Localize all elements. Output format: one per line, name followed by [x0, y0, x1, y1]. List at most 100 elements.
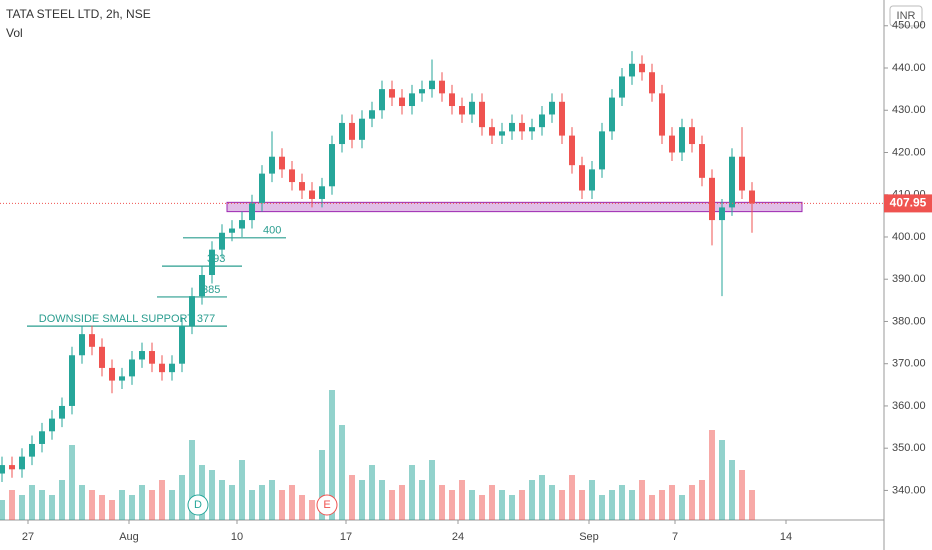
- volume-bar: [279, 490, 285, 520]
- volume-bar: [539, 475, 545, 520]
- candle-body: [79, 334, 85, 356]
- volume-bar: [669, 485, 675, 520]
- volume-bar: [149, 490, 155, 520]
- candle-body: [59, 405, 65, 419]
- volume-bar: [109, 500, 115, 520]
- volume-bar: [299, 495, 305, 520]
- event-marker: [187, 494, 209, 516]
- x-tick-label: 14: [780, 531, 792, 543]
- y-tick-label: 440.00: [892, 62, 926, 74]
- candle-body: [109, 367, 115, 381]
- y-tick-label: 360.00: [892, 400, 926, 412]
- volume-bar: [629, 490, 635, 520]
- candle-body: [249, 203, 255, 221]
- event-label: D: [194, 499, 202, 511]
- volume-bar: [619, 485, 625, 520]
- volume-bar: [19, 495, 25, 520]
- candle-body: [389, 89, 395, 98]
- volume-bar: [119, 490, 125, 520]
- candle-body: [139, 351, 145, 360]
- candle-body: [89, 334, 95, 347]
- y-tick-label: 380.00: [892, 315, 926, 327]
- candle-body: [39, 431, 45, 444]
- candle-body: [9, 465, 15, 470]
- candle-body: [259, 173, 265, 204]
- volume-bar: [489, 485, 495, 520]
- candle-body: [29, 443, 35, 457]
- candle-body: [359, 118, 365, 140]
- volume-bar: [9, 490, 15, 520]
- volume-bar: [269, 480, 275, 520]
- x-tick-label: 24: [452, 531, 464, 543]
- candle-body: [269, 156, 275, 174]
- candle-body: [129, 359, 135, 377]
- currency-label[interactable]: INR: [897, 10, 916, 22]
- volume-bar: [499, 490, 505, 520]
- candle-body: [339, 122, 345, 145]
- volume-bar: [369, 465, 375, 520]
- volume-bar: [309, 500, 315, 520]
- volume-bar: [379, 480, 385, 520]
- candle-body: [329, 144, 335, 187]
- volume-bar: [0, 500, 5, 520]
- volume-bar: [329, 390, 335, 520]
- volume-bar: [79, 485, 85, 520]
- candle-body: [219, 232, 225, 250]
- volume-bar: [29, 485, 35, 520]
- volume-bar: [519, 490, 525, 520]
- candle-body: [399, 97, 405, 107]
- volume-bar: [179, 475, 185, 520]
- candle-body: [309, 190, 315, 199]
- candle-body: [199, 274, 205, 297]
- volume-bar: [689, 485, 695, 520]
- x-tick-label: Aug: [119, 531, 139, 543]
- volume-bar: [159, 480, 165, 520]
- volume-bar: [199, 465, 205, 520]
- candle-body: [349, 122, 355, 140]
- volume-bar: [319, 450, 325, 520]
- candle-body: [429, 80, 435, 90]
- y-tick-label: 420.00: [892, 146, 926, 158]
- y-tick-label: 370.00: [892, 358, 926, 370]
- volume-label: Vol: [6, 26, 23, 40]
- candle-body: [579, 165, 585, 191]
- candle-body: [679, 127, 685, 153]
- volume-bar: [679, 495, 685, 520]
- candle-body: [709, 177, 715, 221]
- candle-body: [69, 355, 75, 406]
- candle-body: [689, 127, 695, 145]
- candle-body: [669, 135, 675, 153]
- candle-body: [449, 93, 455, 107]
- volume-bar: [459, 480, 465, 520]
- volume-bar: [729, 460, 735, 520]
- candle-body: [569, 135, 575, 166]
- candle-body: [279, 156, 285, 170]
- y-tick-label: 450.00: [892, 20, 926, 32]
- volume-bar: [359, 480, 365, 520]
- volume-bar: [589, 480, 595, 520]
- candle-body: [699, 144, 705, 178]
- volume-bar: [349, 475, 355, 520]
- candle-body: [299, 182, 305, 191]
- volume-bar: [569, 475, 575, 520]
- candle-body: [499, 131, 505, 136]
- y-tick-label: 340.00: [892, 484, 926, 496]
- candle-body: [179, 325, 185, 364]
- y-tick-label: 390.00: [892, 273, 926, 285]
- candle-body: [19, 456, 25, 470]
- candle-body: [619, 76, 625, 98]
- volume-bar: [639, 480, 645, 520]
- currency-button[interactable]: [889, 5, 923, 27]
- candle-body: [319, 186, 325, 199]
- candle-body: [639, 63, 645, 73]
- volume-bar: [529, 480, 535, 520]
- candle-body: [479, 101, 485, 128]
- candle-body: [99, 346, 105, 368]
- candle-body: [379, 89, 385, 111]
- x-tick-label: Sep: [579, 531, 599, 543]
- candle-body: [49, 418, 55, 432]
- volume-bar: [259, 485, 265, 520]
- candle-body: [629, 63, 635, 77]
- volume-bar: [709, 430, 715, 520]
